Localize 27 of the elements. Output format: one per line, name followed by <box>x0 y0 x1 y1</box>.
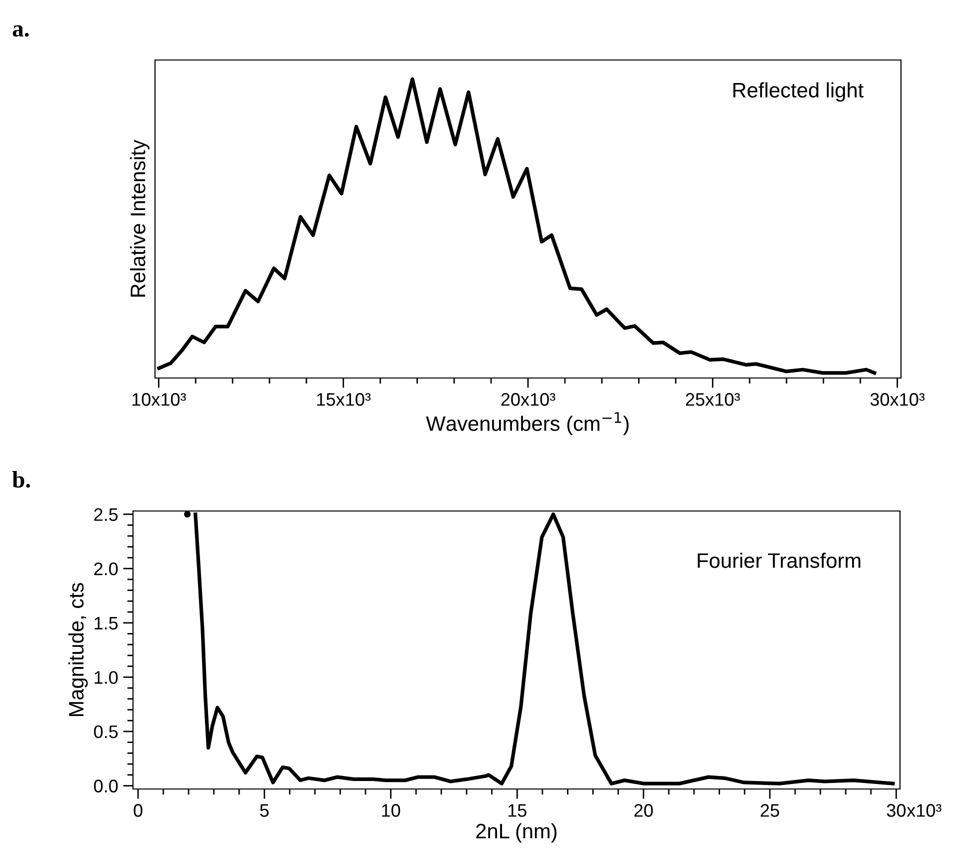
x-tick-label: 15x10³ <box>317 393 371 406</box>
chart-title: a. <box>12 25 29 37</box>
x-tick-label: 30 <box>886 804 906 817</box>
x-tick-label: 25x10³ <box>686 393 740 406</box>
y-tick-label: 1.0 <box>94 671 118 684</box>
y-tick-label: 0.0 <box>94 780 118 792</box>
x-tick-label: 10 <box>382 804 400 817</box>
text: x10³ <box>906 804 942 817</box>
y-axis-title: Relative Intensity <box>130 140 150 297</box>
y-axis-title: Magnitude, cts <box>68 583 88 716</box>
x-tick-label: 10x10³ <box>132 393 186 406</box>
x-tick-label: 5 <box>260 804 269 817</box>
x-axis-title: Wavenumbers (cm$^{−1}$) <box>426 412 629 436</box>
x-tick-label: 0 <box>134 804 142 817</box>
annotation: Fourier Transform <box>698 552 860 568</box>
y-tick-label: 2.0 <box>94 562 118 576</box>
x-tick-label: 20x10³ <box>501 393 556 406</box>
x-tick-label: 20 <box>634 804 653 817</box>
x-tick-label: 25 <box>760 804 780 817</box>
x-tick-label: 30x10³ <box>870 393 925 406</box>
chart-title: b. <box>12 471 30 488</box>
y-tick-label: 0.5 <box>94 725 118 738</box>
x-tick-label: 15 <box>508 804 526 817</box>
x-axis-title: 2nL (nm) <box>476 823 556 843</box>
annotation: Reflected light <box>733 82 864 102</box>
y-tick-label: 2.5 <box>94 508 118 521</box>
y-tick-label: 1.5 <box>94 616 118 630</box>
